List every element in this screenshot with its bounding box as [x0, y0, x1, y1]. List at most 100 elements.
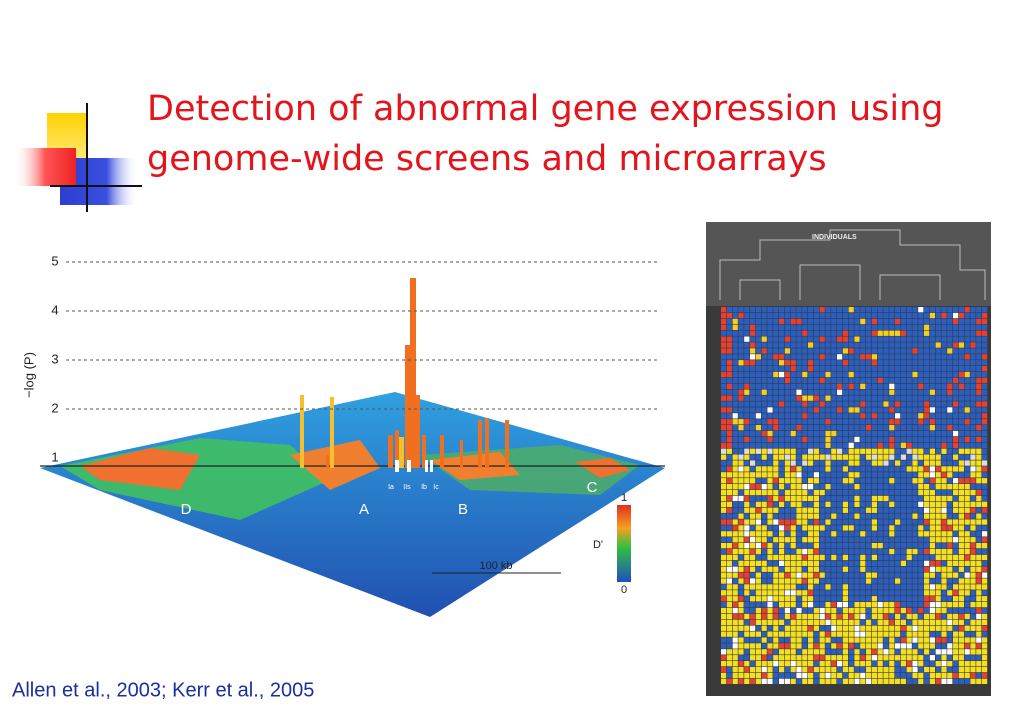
heatmap-cell	[750, 413, 756, 419]
heatmap-cell	[866, 566, 872, 572]
heatmap-cell	[726, 354, 732, 360]
heatmap-cell	[802, 519, 808, 525]
heatmap-cell	[767, 383, 773, 389]
heatmap-cell	[761, 513, 767, 519]
heatmap-cell	[982, 460, 988, 466]
heatmap-cell	[918, 460, 924, 466]
heatmap-cell	[941, 442, 947, 448]
heatmap-cell	[900, 336, 906, 342]
heatmap-cell	[790, 377, 796, 384]
heatmap-cell	[773, 678, 779, 684]
heatmap-cell	[813, 425, 819, 431]
heatmap-cell	[912, 584, 918, 590]
heatmap-cell	[866, 543, 872, 549]
heatmap-cell	[790, 602, 796, 608]
heatmap-cell	[813, 519, 819, 525]
heatmap-cell	[953, 596, 959, 602]
heatmap-cell	[842, 578, 848, 584]
heatmap-cell	[900, 460, 906, 466]
heatmap-cell	[906, 507, 912, 513]
heatmap-cell	[906, 631, 912, 637]
heatmap-cell	[848, 619, 854, 625]
heatmap-cell	[802, 560, 808, 566]
heatmap-cell	[976, 442, 982, 448]
heatmap-cell	[935, 519, 941, 525]
heatmap-cell	[738, 383, 744, 389]
heatmap-cell	[895, 513, 901, 519]
heatmap-cell	[958, 572, 964, 578]
heatmap-cell	[964, 655, 970, 661]
heatmap-cell	[895, 501, 901, 507]
heatmap-cell	[802, 554, 808, 561]
heatmap-cell	[970, 649, 976, 655]
heatmap-cell	[854, 649, 860, 655]
heatmap-cell	[732, 625, 738, 631]
heatmap-cell	[825, 425, 831, 431]
heatmap-cell	[918, 425, 924, 431]
heatmap-cell	[819, 413, 825, 419]
heatmap-cell	[842, 678, 848, 684]
heatmap-cell	[935, 543, 941, 549]
heatmap-cell	[837, 637, 843, 643]
heatmap-cell	[935, 448, 941, 454]
heatmap-cell	[750, 596, 756, 602]
heatmap-cell	[825, 460, 831, 466]
heatmap-cell	[784, 590, 790, 596]
heatmap-cell	[750, 425, 756, 431]
heatmap-cell	[883, 324, 889, 330]
heatmap-cell	[976, 513, 982, 519]
heatmap-cell	[744, 613, 750, 620]
heatmap-cell	[767, 401, 773, 407]
heatmap-cell	[860, 377, 866, 384]
heatmap-cell	[889, 425, 895, 431]
heatmap-cell	[929, 407, 935, 413]
heatmap-cell	[860, 495, 866, 502]
heatmap-cell	[889, 607, 895, 614]
heatmap-cell	[784, 430, 790, 437]
heatmap-cell	[895, 672, 901, 679]
heatmap-cell	[912, 436, 918, 443]
heatmap-cell	[750, 661, 756, 667]
heatmap-cell	[784, 460, 790, 466]
heatmap-cell	[866, 525, 872, 531]
heatmap-cell	[982, 336, 988, 342]
heatmap-cell	[767, 307, 773, 313]
heatmap-cell	[842, 613, 848, 620]
heatmap-cell	[883, 371, 889, 378]
heatmap-cell	[866, 572, 872, 578]
heatmap-cell	[941, 401, 947, 407]
heatmap-cell	[750, 655, 756, 661]
heatmap-cell	[848, 413, 854, 419]
heatmap-cell	[976, 643, 982, 649]
heatmap-cell	[790, 371, 796, 378]
heatmap-cell	[796, 607, 802, 614]
heatmap-cell	[877, 661, 883, 667]
heatmap-cell	[721, 649, 727, 655]
heatmap-cell	[860, 625, 866, 631]
heatmap-cell	[871, 377, 877, 384]
heatmap-cell	[941, 619, 947, 625]
heatmap-cell	[779, 625, 785, 631]
heatmap-cell	[941, 678, 947, 684]
heatmap-cell	[883, 678, 889, 684]
heatmap-cell	[773, 661, 779, 667]
heatmap-cell	[976, 649, 982, 655]
heatmap-cell	[941, 519, 947, 525]
heatmap-cell	[900, 395, 906, 401]
heatmap-cell	[970, 360, 976, 366]
heatmap-cell	[784, 548, 790, 555]
heatmap-cell	[813, 442, 819, 448]
heatmap-cell	[883, 366, 889, 372]
heatmap-cell	[721, 584, 727, 590]
heatmap-cell	[819, 507, 825, 513]
heatmap-cell	[726, 519, 732, 525]
heatmap-cell	[796, 395, 802, 401]
heatmap-cell	[790, 525, 796, 531]
heatmap-cell	[796, 436, 802, 443]
heatmap-cell	[813, 525, 819, 531]
heatmap-cell	[982, 318, 988, 325]
heatmap-cell	[738, 377, 744, 384]
heatmap-cell	[877, 566, 883, 572]
heatmap-cell	[947, 596, 953, 602]
heatmap-cell	[796, 312, 802, 319]
